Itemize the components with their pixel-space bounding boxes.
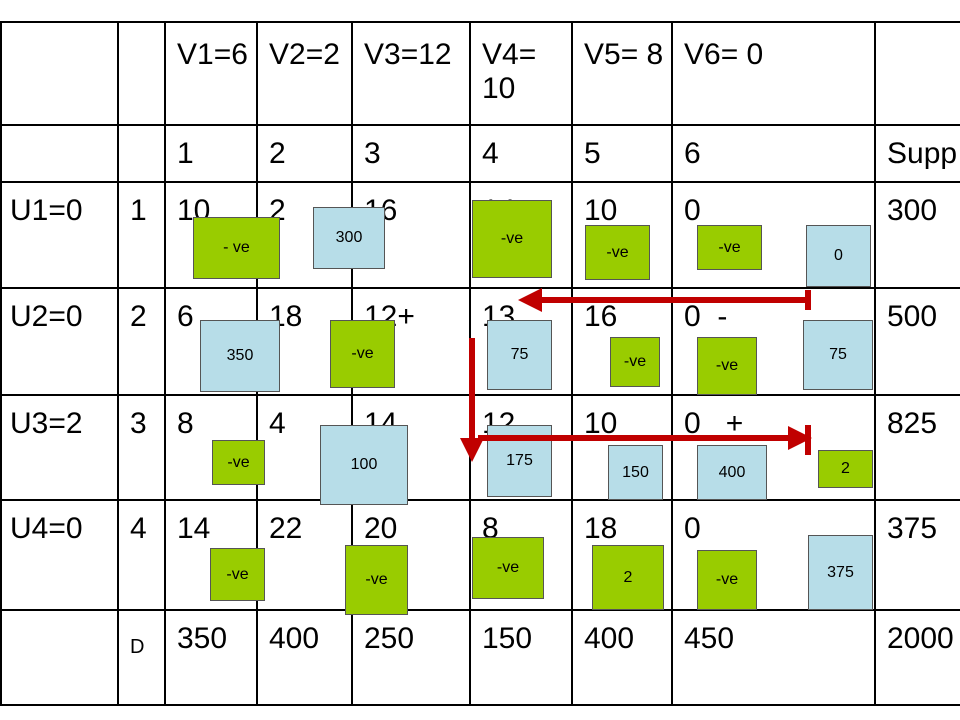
index-cell: 1 — [177, 137, 194, 170]
index-cell: 5 — [584, 137, 601, 170]
cell-box: -ve — [697, 337, 757, 395]
cell-box: -ve — [212, 440, 265, 485]
cost-cell: 8 — [177, 407, 194, 440]
cost-cell: 16 — [584, 300, 618, 333]
row-label: U2=0 — [10, 300, 83, 333]
cell-box: -ve — [585, 225, 650, 280]
cell-box: -ve — [472, 537, 544, 599]
cost-cell: 22 — [269, 512, 303, 545]
row-label: U4=0 — [10, 512, 83, 545]
demand-cell: 450 — [684, 622, 735, 655]
index-cell: 4 — [482, 137, 499, 170]
cell-box: -ve — [610, 337, 660, 387]
cell-box: 300 — [313, 207, 385, 269]
index-cell: Supp — [887, 137, 958, 170]
demand-cell: 150 — [482, 622, 533, 655]
cost-cell: 0 — [684, 194, 701, 227]
cell-box: -ve — [210, 548, 265, 601]
index-cell: 3 — [364, 137, 381, 170]
cost-cell: 14 — [177, 512, 211, 545]
cost-cell: 0 — [684, 512, 701, 545]
cell-box: 150 — [608, 445, 663, 500]
cell-box: - ve — [193, 217, 280, 279]
row-index: 2 — [130, 300, 147, 333]
cost-cell: 20 — [364, 512, 398, 545]
header-cell: V5= 8 — [584, 38, 664, 71]
header-cell: V6= 0 — [684, 38, 764, 71]
cell-box: 100 — [320, 425, 408, 505]
cell-box: 2 — [818, 450, 873, 488]
cell-box: 2 — [592, 545, 664, 610]
demand-cell: 350 — [177, 622, 228, 655]
cell-box: 375 — [808, 535, 873, 610]
demand-cell: 250 — [364, 622, 415, 655]
cell-box: -ve — [345, 545, 408, 615]
cost-cell: 10 — [584, 194, 618, 227]
cost-cell: 18 — [584, 512, 618, 545]
cost-cell: 4 — [269, 407, 286, 440]
cost-cell: 8 — [482, 512, 499, 545]
index-cell: 6 — [684, 137, 701, 170]
cost-cell: 6 — [177, 300, 194, 333]
row-label: U1=0 — [10, 194, 83, 227]
cell-box: -ve — [697, 550, 757, 610]
cell-box: 75 — [487, 320, 552, 390]
cell-box: 0 — [806, 225, 871, 287]
header-cell: V2=2 — [269, 38, 340, 71]
cost-cell: 825 — [887, 407, 938, 440]
cell-box: 75 — [803, 320, 873, 390]
row-index: 3 — [130, 407, 147, 440]
cost-cell: 0 - — [684, 300, 728, 333]
index-cell: 2 — [269, 137, 286, 170]
row-index: 4 — [130, 512, 147, 545]
cost-cell: 300 — [887, 194, 938, 227]
header-cell: V3=12 — [364, 38, 452, 71]
demand-cell: 2000 — [887, 622, 954, 655]
cost-cell: 10 — [584, 407, 618, 440]
demand-cell: 400 — [584, 622, 635, 655]
demand-cell: 400 — [269, 622, 320, 655]
cost-cell: 375 — [887, 512, 938, 545]
header-cell: V1=6 — [177, 38, 248, 71]
row-label: U3=2 — [10, 407, 83, 440]
row-index: 1 — [130, 194, 147, 227]
cell-box: -ve — [472, 200, 552, 278]
cell-box: 350 — [200, 320, 280, 392]
cost-cell: 0 + — [684, 407, 744, 440]
cell-box: -ve — [330, 320, 395, 388]
cell-box: 400 — [697, 445, 767, 500]
cost-cell: 500 — [887, 300, 938, 333]
cell-box: -ve — [697, 225, 762, 270]
demand-label: D — [130, 636, 145, 658]
header-cell: V4= 10 — [482, 38, 545, 105]
